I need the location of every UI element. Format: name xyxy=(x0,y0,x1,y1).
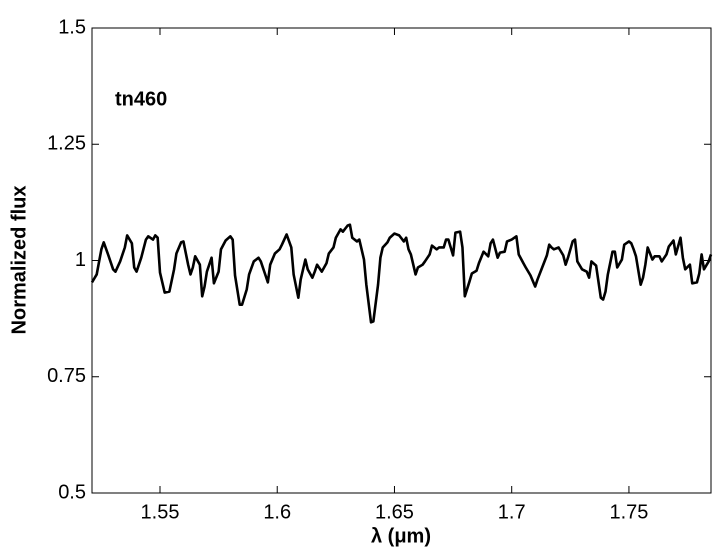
x-tick-label: 1.7 xyxy=(498,501,526,523)
y-tick-label: 0.75 xyxy=(47,365,86,387)
annotation: tn460 xyxy=(115,88,167,110)
plot-frame xyxy=(91,27,712,494)
y-tick-label: 0.5 xyxy=(58,481,86,503)
y-tick-label: 1.5 xyxy=(58,16,86,38)
x-tick-label: 1.6 xyxy=(263,501,291,523)
spectrum-line xyxy=(90,223,713,324)
x-tick-label: 1.65 xyxy=(375,501,414,523)
y-tick-label: 1 xyxy=(75,249,86,271)
y-tick-label: 1.25 xyxy=(47,133,86,155)
x-tick-label: 1.55 xyxy=(141,501,180,523)
x-axis-label: λ (μm) xyxy=(371,525,431,547)
x-tick-label: 1.75 xyxy=(609,501,648,523)
y-axis-label: Normalized flux xyxy=(8,186,30,335)
